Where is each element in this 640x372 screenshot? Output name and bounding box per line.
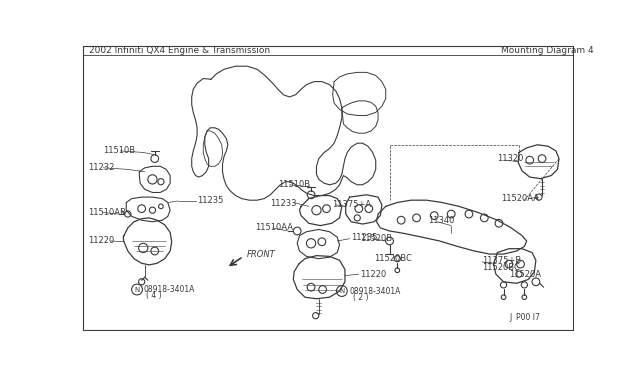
Text: N: N xyxy=(134,286,140,292)
Text: J  P00 I7: J P00 I7 xyxy=(509,314,540,323)
Text: 11510AA: 11510AA xyxy=(255,224,293,232)
Text: 08918-3401A: 08918-3401A xyxy=(143,285,195,294)
Text: 11375+A: 11375+A xyxy=(332,200,371,209)
Text: 11232: 11232 xyxy=(88,163,114,172)
Circle shape xyxy=(337,286,348,296)
Text: ( 2 ): ( 2 ) xyxy=(353,293,368,302)
Text: 08918-3401A: 08918-3401A xyxy=(349,286,401,295)
Text: 11510B: 11510B xyxy=(278,180,310,189)
Circle shape xyxy=(132,284,143,295)
Text: 11233: 11233 xyxy=(270,199,297,208)
Text: 11375+B: 11375+B xyxy=(482,256,521,265)
Text: 11235: 11235 xyxy=(197,196,223,205)
Text: ( 4 ): ( 4 ) xyxy=(147,291,162,300)
Text: 11320: 11320 xyxy=(497,154,524,163)
Text: 2002 Infiniti QX4 Engine & Transmission: 2002 Infiniti QX4 Engine & Transmission xyxy=(90,46,271,55)
Text: 11220: 11220 xyxy=(88,237,114,246)
Text: 11520B: 11520B xyxy=(360,234,392,243)
Text: 11520AA: 11520AA xyxy=(501,194,540,203)
Text: 11510B: 11510B xyxy=(103,147,135,155)
Text: 11340: 11340 xyxy=(428,216,454,225)
Text: 11520BC: 11520BC xyxy=(482,263,520,272)
Text: 11220: 11220 xyxy=(360,270,387,279)
Text: 11235: 11235 xyxy=(351,232,378,242)
Text: FRONT: FRONT xyxy=(246,250,275,259)
Text: 11510AB: 11510AB xyxy=(88,208,125,217)
Text: N: N xyxy=(339,288,344,294)
Text: 11520A: 11520A xyxy=(509,270,541,279)
Text: 11520BC: 11520BC xyxy=(374,254,412,263)
Text: Mounting Diagram 4: Mounting Diagram 4 xyxy=(501,46,594,55)
